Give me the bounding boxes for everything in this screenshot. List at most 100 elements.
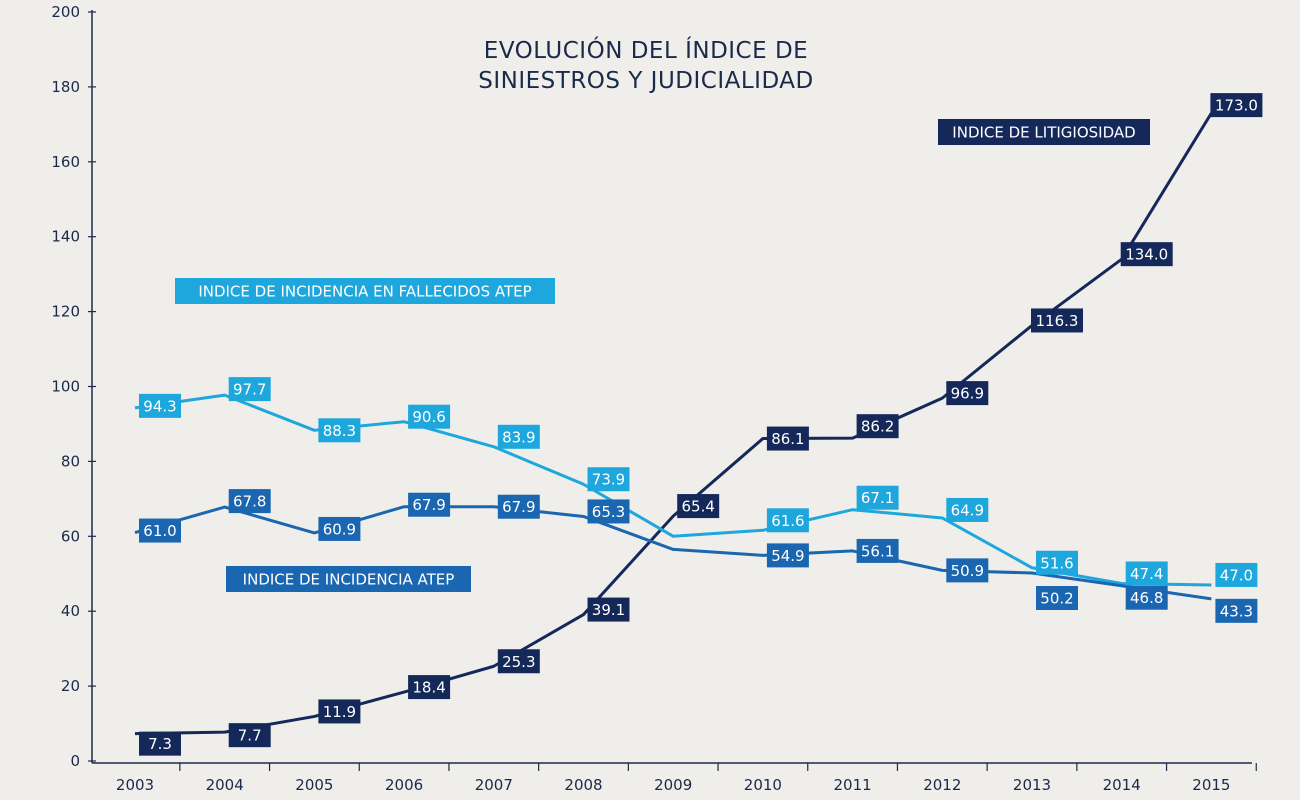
data-label-box [677,494,720,519]
data-label-value: 67.9 [412,496,445,514]
data-label-box [497,424,540,449]
data-label-value: 56.1 [861,542,894,560]
data-label: 65.3 [587,499,630,524]
data-label-box [318,699,361,724]
data-label-value: 96.9 [951,385,984,403]
data-label-box [1125,585,1168,610]
data-label: 47.0 [1215,562,1258,587]
data-label: 54.9 [766,543,809,568]
data-label: 83.9 [497,424,540,449]
data-label-value: 86.2 [861,418,894,436]
series-name-label-indice-de-incidencia-atep: INDICE DE INCIDENCIA ATEP [226,566,471,592]
data-label: 97.7 [228,377,271,402]
data-label-value: 61.0 [143,522,176,540]
data-label-box [1036,586,1078,611]
data-label-box [1036,550,1078,575]
data-label: 88.3 [318,418,361,443]
x-tick-label: 2015 [1192,776,1230,794]
data-label-value: 65.4 [681,498,714,516]
data-label-value: 7.7 [238,727,262,745]
y-ticks: 0 20 40 60 80 100 120 140 160 180 200 [51,3,96,770]
y-tick-label: 20 [61,677,80,695]
data-label: 73.9 [587,467,630,492]
series-name-box [226,566,471,592]
data-label: 67.9 [408,492,451,517]
x-tick-label: 2011 [834,776,872,794]
chart-title-line-1: EVOLUCIÓN DEL ÍNDICE DE [484,36,808,64]
data-label-value: 7.3 [148,735,172,753]
data-label-box [1120,242,1173,267]
series-lines [134,112,1213,736]
data-label: 65.4 [677,494,720,519]
x-tick-label: 2004 [206,776,244,794]
data-label-box [1215,562,1258,587]
series-line-indice-de-incidencia-atep [134,505,1212,601]
data-label-box [228,489,271,514]
data-label-value: 54.9 [771,547,804,565]
data-label: 94.3 [139,393,181,418]
y-tick-label: 200 [51,3,80,21]
data-label-value: 94.3 [143,397,176,415]
y-tick-label: 80 [61,452,80,470]
data-label-box [318,418,361,443]
y-tick-label: 180 [51,78,80,96]
data-label-value: 25.3 [502,653,535,671]
data-label-box [228,723,271,748]
data-label-value: 47.0 [1220,566,1253,584]
data-label-value: 90.6 [412,408,445,426]
data-label-value: 88.3 [323,422,356,440]
series-name-box [175,278,555,304]
data-label-box [856,538,899,563]
x-tick-label: 2008 [564,776,602,794]
data-label: 61.0 [139,518,181,543]
data-label: 86.1 [766,426,809,451]
data-label-value: 73.9 [592,471,625,489]
data-label: 56.1 [856,538,899,563]
data-label-box [497,649,540,674]
chart-title-line-2: SINIESTROS Y JUDICIALIDAD [478,68,813,94]
data-label: 46.8 [1125,585,1168,610]
data-label: 39.1 [587,597,630,622]
x-tick-label: 2003 [116,776,154,794]
series-line-indice-de-incidencia-en-fallecidos-atep [134,393,1212,587]
data-label-box [766,426,809,451]
data-label-value: 134.0 [1125,246,1168,264]
data-label-box [408,404,451,429]
data-label-value: 116.3 [1036,312,1079,330]
data-label-box [497,494,540,519]
x-tick-label: 2005 [295,776,333,794]
x-tick-label: 2012 [923,776,961,794]
data-label-value: 51.6 [1040,554,1073,572]
data-label-box [856,485,899,510]
data-label: 134.0 [1120,242,1173,267]
data-label: 60.9 [318,516,361,541]
data-label: 90.6 [408,404,451,429]
y-tick-label: 120 [51,303,80,321]
data-label-box [1031,308,1083,333]
series-name-label-indice-de-incidencia-en-fallecidos-atep: INDICE DE INCIDENCIA EN FALLECIDOS ATEP [175,278,555,304]
data-label-value: 67.1 [861,489,894,507]
data-label-value: 18.4 [412,679,445,697]
data-label-box [587,467,630,492]
x-tick-label: 2013 [1013,776,1051,794]
data-label-box [587,499,630,524]
data-label: 173.0 [1210,93,1263,118]
data-label-box [1125,561,1168,586]
series-name-labels: INDICE DE LITIGIOSIDAD INDICE DE INCIDENC… [175,119,1150,592]
data-label: 50.2 [1036,586,1078,611]
data-label: 61.6 [766,508,809,533]
data-label: 116.3 [1031,308,1083,333]
data-label-value: 83.9 [502,428,535,446]
data-label: 25.3 [497,649,540,674]
x-ticks: 2003 2004 2005 2006 2007 2008 2009 2010 2011 2012… [116,763,1257,794]
data-label-value: 173.0 [1215,97,1258,115]
data-label-value: 50.9 [951,562,984,580]
data-label-value: 97.7 [233,381,266,399]
y-tick-label: 160 [51,153,80,171]
data-label: 47.4 [1125,561,1168,586]
y-tick-label: 60 [61,527,80,545]
data-label-box [946,381,989,406]
series-name-label-indice-de-litigiosidad: INDICE DE LITIGIOSIDAD [938,119,1150,145]
data-label-box [139,731,181,756]
